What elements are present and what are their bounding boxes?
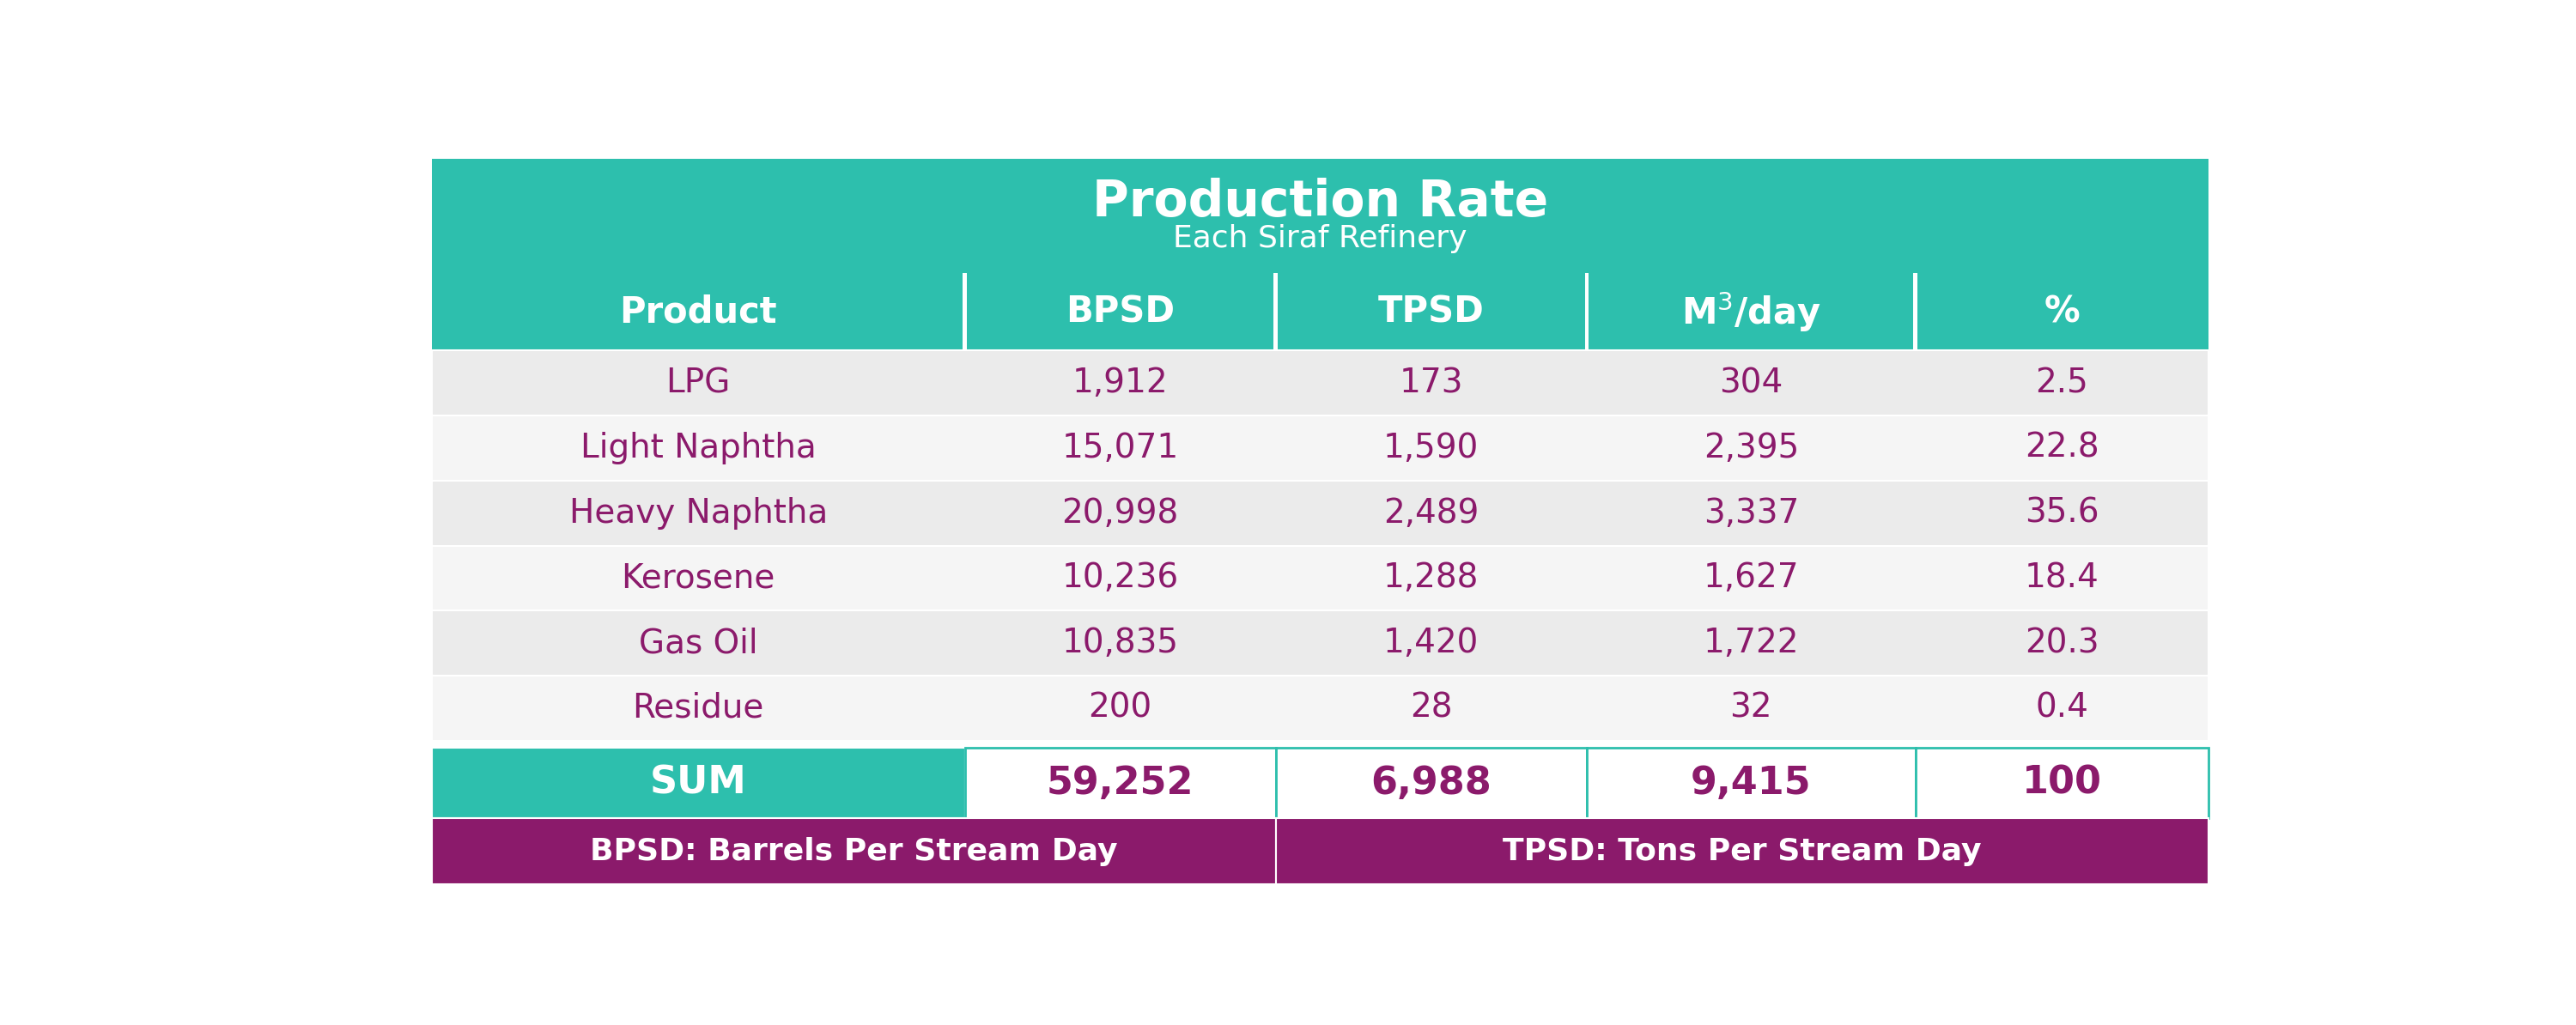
Text: 2.5: 2.5 (2035, 367, 2089, 400)
Text: 20.3: 20.3 (2025, 626, 2099, 659)
Text: Gas Oil: Gas Oil (639, 626, 757, 659)
Text: 1,590: 1,590 (1383, 432, 1479, 464)
Bar (963, 273, 966, 351)
Text: 10,835: 10,835 (1061, 626, 1180, 659)
Text: Product: Product (618, 294, 778, 330)
Text: 2,489: 2,489 (1383, 497, 1479, 529)
Text: Kerosene: Kerosene (621, 562, 775, 594)
Text: BPSD: Barrels Per Stream Day: BPSD: Barrels Per Stream Day (590, 836, 1118, 866)
Bar (1917, 748, 2208, 818)
Text: 1,288: 1,288 (1383, 562, 1479, 594)
Text: BPSD: BPSD (1066, 294, 1175, 330)
Bar (1584, 273, 1589, 351)
Text: 0.4: 0.4 (2035, 692, 2089, 725)
Bar (433, 611, 2208, 675)
Text: 59,252: 59,252 (1046, 765, 1193, 802)
Text: TPSD: Tons Per Stream Day: TPSD: Tons Per Stream Day (1502, 836, 1981, 866)
Text: 1,912: 1,912 (1072, 367, 1170, 400)
Text: 1,627: 1,627 (1703, 562, 1798, 594)
Text: M$^{3}$/day: M$^{3}$/day (1682, 290, 1821, 334)
Text: 28: 28 (1409, 692, 1453, 725)
Bar (1914, 273, 1917, 351)
Bar (433, 748, 966, 818)
Text: 304: 304 (1718, 367, 1783, 400)
Bar (433, 351, 2208, 415)
Text: 10,236: 10,236 (1061, 562, 1180, 594)
Text: 2,395: 2,395 (1703, 432, 1798, 464)
Text: 6,988: 6,988 (1370, 765, 1492, 802)
Bar (433, 741, 2208, 748)
Text: 35.6: 35.6 (2025, 497, 2099, 529)
Text: 173: 173 (1399, 367, 1463, 400)
Text: 22.8: 22.8 (2025, 432, 2099, 464)
Bar (433, 675, 2208, 741)
Text: 200: 200 (1090, 692, 1151, 725)
Bar (1275, 748, 1587, 818)
Bar (1587, 748, 1917, 818)
Bar (433, 545, 2208, 611)
Text: 1,420: 1,420 (1383, 626, 1479, 659)
Bar (433, 159, 2208, 273)
Text: Light Naphtha: Light Naphtha (580, 432, 817, 464)
Text: 1,722: 1,722 (1703, 626, 1798, 659)
Text: Each Siraf Refinery: Each Siraf Refinery (1172, 224, 1468, 253)
Bar (1275, 818, 2208, 885)
Bar (433, 481, 2208, 545)
Text: 15,071: 15,071 (1061, 432, 1180, 464)
Text: %: % (2045, 294, 2079, 330)
Text: 32: 32 (1731, 692, 1772, 725)
Text: 3,337: 3,337 (1703, 497, 1798, 529)
Text: Residue: Residue (634, 692, 765, 725)
Text: 20,998: 20,998 (1061, 497, 1180, 529)
Text: SUM: SUM (649, 765, 747, 802)
Bar (433, 273, 2208, 351)
Text: LPG: LPG (667, 367, 732, 400)
Text: Production Rate: Production Rate (1092, 177, 1548, 227)
Bar (1273, 273, 1278, 351)
Text: TPSD: TPSD (1378, 294, 1484, 330)
Text: 18.4: 18.4 (2025, 562, 2099, 594)
Text: 9,415: 9,415 (1690, 765, 1811, 802)
Bar (433, 415, 2208, 481)
Text: 100: 100 (2022, 765, 2102, 802)
Text: Heavy Naphtha: Heavy Naphtha (569, 497, 827, 529)
Bar (433, 818, 1275, 885)
Bar (966, 748, 1275, 818)
